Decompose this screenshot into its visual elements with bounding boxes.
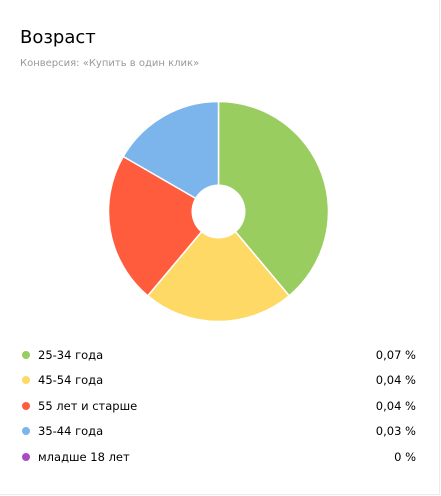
legend-dot bbox=[22, 350, 30, 359]
age-pie-chart bbox=[108, 101, 329, 322]
widget-title: Возраст bbox=[20, 27, 96, 48]
legend-value: 0,07 % bbox=[375, 347, 416, 362]
legend-value: 0,03 % bbox=[375, 424, 416, 439]
chart-legend: 25-34 года 0,07 % 45-54 года 0,04 % 55 л… bbox=[20, 342, 416, 470]
legend-label: 25-34 года bbox=[38, 347, 104, 362]
pie-slice[interactable] bbox=[217, 101, 329, 297]
legend-value: 0 % bbox=[394, 449, 416, 464]
legend-item[interactable]: 25-34 года 0,07 % bbox=[20, 342, 416, 368]
legend-value: 0,04 % bbox=[375, 398, 416, 413]
legend-dot bbox=[22, 427, 30, 436]
legend-dot bbox=[22, 452, 30, 461]
legend-item[interactable]: 45-54 года 0,04 % bbox=[20, 368, 416, 394]
legend-value: 0,04 % bbox=[375, 373, 416, 388]
widget-subtitle: Конверсия: «Купить в один клик» bbox=[20, 58, 200, 69]
legend-label: 35-44 года bbox=[38, 424, 104, 439]
pie-slice[interactable] bbox=[122, 101, 220, 213]
donut-hole bbox=[191, 184, 246, 239]
legend-dot bbox=[22, 401, 30, 410]
pie-slice[interactable] bbox=[146, 210, 291, 322]
legend-item[interactable]: младше 18 лет 0 % bbox=[20, 444, 416, 470]
legend-label: 45-54 года bbox=[38, 373, 104, 388]
legend-item[interactable]: 55 лет и старше 0,04 % bbox=[20, 393, 416, 419]
legend-dot bbox=[22, 376, 30, 385]
pie-slice[interactable] bbox=[108, 155, 220, 297]
legend-item[interactable]: 35-44 года 0,03 % bbox=[20, 419, 416, 445]
legend-label: 55 лет и старше bbox=[38, 398, 138, 413]
legend-label: младше 18 лет bbox=[38, 449, 130, 464]
